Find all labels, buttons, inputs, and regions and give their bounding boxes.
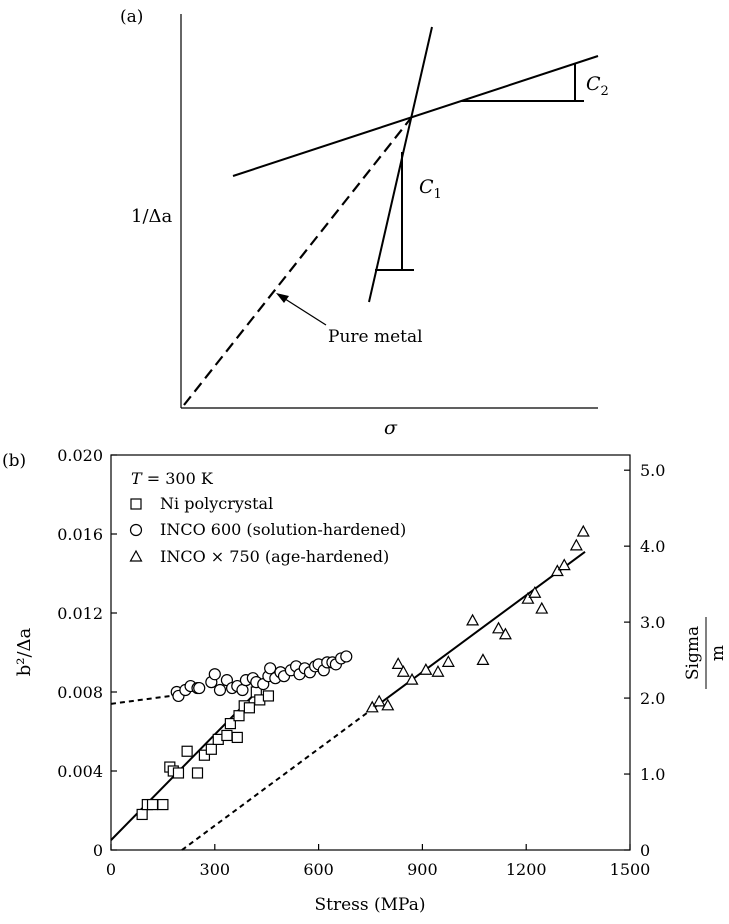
panel-a-ylabel: 1/Δa [131,206,173,227]
y-tick-label-3: 0.012 [57,604,103,623]
pure-metal-label: Pure metal [328,327,423,347]
ni-point-6 [172,767,185,779]
ni-point-12 [221,729,233,742]
x-tick-label-1: 300 [200,860,231,879]
panel-b-ylabel: b²/Δa [14,627,35,676]
inco600-point-18 [264,662,277,675]
panel-b-right-axis-label: Sigma m [683,617,728,689]
inco750-point-1 [372,694,386,707]
legend-marker-square [130,498,142,510]
inco750-point-4 [396,665,410,677]
right-y-tick-label-0: 0 [640,841,650,860]
y-tick-label-1: 0.004 [57,762,103,781]
inco600-point-5 [193,681,206,695]
ni-point-20 [262,690,275,702]
inco750-point-2 [381,698,395,711]
inco750-point-7 [431,665,445,677]
inco600-point-34 [340,650,353,663]
panel-b: (b) 0 300 600 900 1200 150000.0040.0080.0120.… [2,446,728,915]
c2-label-base: C [586,73,601,95]
ni-point-8 [191,767,204,779]
x-tick-label-4: 1200 [506,860,547,879]
legend-title-rest: = 300 K [142,469,214,488]
panel-a-ylabel-text: 1/Δa [131,206,173,227]
line-high-slope-c1 [368,26,433,303]
y-tick-label-2: 0.008 [57,683,103,702]
panel-b-data-points [136,524,590,821]
inco750-point-11 [492,621,506,634]
ni-point-3 [157,798,169,811]
ni-point-14 [231,731,243,744]
y-tick-label-0: 0 [93,841,103,860]
legend-title: T = 300 K [131,469,214,488]
ni-point-17 [243,702,255,714]
x-tick-label-0: 0 [106,860,116,879]
inco750-point-9 [466,613,480,626]
legend-label-inco750: INCO × 750 (age-hardened) [160,547,389,566]
inco750-point-17 [557,558,571,571]
inco600-fit-line [110,692,186,705]
panel-a: (a) 1/Δa σ C2 C1 Pure metal [120,7,609,439]
ni-point-10 [205,743,217,755]
panel-b-label: (b) [2,451,26,471]
inco750-point-10 [476,653,490,666]
c1-label-base: C [419,176,434,198]
inco750-point-13 [521,591,535,604]
panel-b-xlabel: Stress (MPa) [315,895,426,915]
ni-point-2 [146,798,159,811]
inco750-point-14 [528,586,542,598]
panel-b-plot-frame [110,454,631,851]
pure-metal-arrow-head [276,293,289,303]
c1-label: C1 [419,176,442,202]
legend-marker-circle [129,523,143,537]
panel-b-ticks: 0 300 600 900 1200 150000.0040.0080.0120.0160… [57,446,665,879]
legend-marker-triangle [129,549,143,562]
y-tick-label-4: 0.016 [57,525,103,544]
right-axis-label-denominator: m [708,645,728,661]
inco750-extrapolation-line [181,706,375,851]
panel-b-ylabel-text: b²/Δa [14,627,35,676]
ni-point-15 [233,710,245,722]
panel-b-fit-lines [110,550,586,851]
right-y-tick-label-4: 4.0 [640,537,665,556]
inco750-point-8 [441,655,455,667]
inco750-point-12 [498,627,512,640]
ni-point-7 [181,745,193,757]
c2-label-sub: 2 [601,84,609,99]
inco600-point-8 [213,683,227,697]
ni-point-9 [198,749,211,761]
inco750-point-5 [405,672,419,685]
panel-a-label: (a) [120,7,143,27]
pure-metal-arrow-line [281,296,327,326]
line-low-slope-c2 [232,55,599,177]
y-tick-label-5: 0.020 [57,446,103,465]
legend-label-ni: Ni polycrystal [160,494,273,513]
inco750-point-3 [391,657,405,669]
inco750-point-15 [535,601,549,614]
c2-label: C2 [586,73,609,99]
right-y-tick-label-2: 2.0 [640,689,665,708]
legend-title-var: T [131,469,143,488]
right-axis-label-numerator: Sigma [683,626,703,680]
inco750-point-6 [419,663,433,675]
ni-point-13 [224,717,236,730]
right-y-tick-label-1: 1.0 [640,765,665,784]
inco750-point-16 [550,564,564,577]
ni-point-0 [136,808,148,821]
right-y-tick-label-3: 3.0 [640,613,665,632]
inco600-point-7 [208,668,221,681]
panel-b-legend: T = 300 K Ni polycrystal INCO 600 (solut… [129,469,406,566]
c1-label-sub: 1 [434,187,442,202]
inco750-point-19 [576,524,590,537]
x-tick-label-5: 1500 [610,860,651,879]
x-tick-label-2: 600 [303,860,334,879]
pure-metal-dashed-line [183,117,412,406]
panel-a-xlabel: σ [384,417,398,439]
right-y-tick-label-5: 5.0 [640,461,665,480]
inco750-point-18 [569,538,583,551]
legend-label-inco600: INCO 600 (solution-hardened) [160,520,406,539]
x-tick-label-3: 900 [407,860,438,879]
inco750-point-0 [365,700,379,713]
